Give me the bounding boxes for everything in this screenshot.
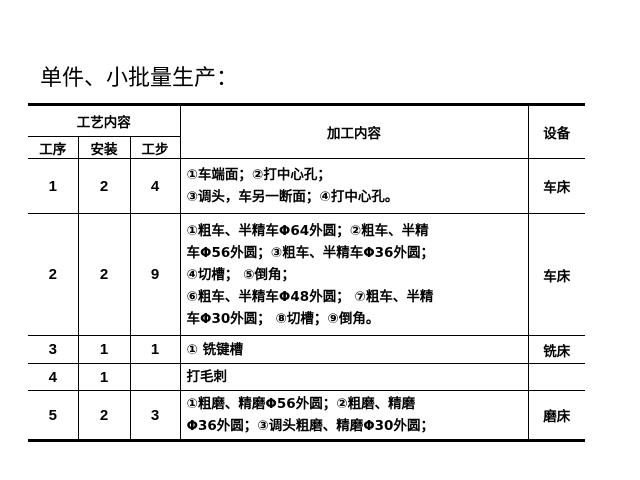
cell-equipment: 磨床	[527, 390, 585, 441]
cell-content: ①粗磨、精磨Φ56外圆；②粗磨、精磨 Φ36外圆；③调头粗磨、精磨Φ30外圆；	[179, 390, 529, 441]
page-title: 单件、小批量生产：	[40, 66, 239, 91]
cell-step: 3	[129, 390, 181, 441]
cell-step: 9	[129, 213, 181, 336]
content-line: 车Φ56外圆；③粗车、半精车Φ36外圆；	[186, 244, 434, 261]
content-line: ① 铣键槽	[186, 341, 244, 358]
cell-process: 3	[28, 335, 79, 364]
table-row: 2 2 9 ①粗车、半精车Φ64外圆；②粗车、半精 车Φ56外圆；③粗车、半精车Φ36外…	[28, 213, 585, 336]
cell-setup: 2	[77, 158, 131, 214]
content-line: ⑥粗车、半精车Φ48外圆； ⑦粗车、半精	[186, 288, 434, 305]
header-equipment: 设备	[527, 104, 585, 159]
content-line: 车Φ30外圆； ⑧切槽；⑨倒角。	[186, 310, 380, 327]
cell-setup: 1	[77, 335, 131, 364]
header-step: 工步	[129, 136, 180, 159]
cell-equipment: 车床	[527, 213, 585, 336]
cell-process: 2	[28, 213, 79, 336]
table-row: 4 1 打毛刺	[28, 363, 585, 391]
cell-step: 1	[129, 335, 181, 364]
header-setup: 安装	[77, 136, 131, 159]
cell-equipment	[527, 363, 585, 391]
cell-setup: 2	[77, 390, 131, 441]
cell-equipment: 车床	[527, 158, 585, 214]
content-line: ①车端面；②打中心孔；	[186, 167, 331, 183]
cell-equipment: 铣床	[527, 335, 585, 364]
cell-process: 5	[28, 390, 79, 441]
table-row: 5 2 3 ①粗磨、精磨Φ56外圆；②粗磨、精磨 Φ36外圆；③调头粗磨、精磨Φ30外圆…	[28, 390, 585, 441]
content-line: ①粗磨、精磨Φ56外圆；②粗磨、精磨	[186, 396, 416, 412]
cell-setup: 1	[77, 363, 131, 391]
cell-content: ① 铣键槽	[179, 335, 529, 364]
header-process: 工序	[28, 136, 79, 159]
content-line: 打毛刺	[186, 369, 228, 385]
cell-content: 打毛刺	[179, 363, 529, 391]
content-line: ③调头，车另一断面；④打中心孔。	[186, 189, 399, 205]
cell-step: 4	[129, 158, 181, 214]
cell-setup: 2	[77, 213, 131, 336]
header-machining-content: 加工内容	[179, 104, 529, 159]
cell-step	[129, 363, 181, 391]
content-line: ①粗车、半精车Φ64外圆；②粗车、半精	[186, 222, 429, 239]
process-table: 工艺内容 加工内容 设备 工序 安装 工步 1 2 4 ①车端面；②打中心孔； ③调头，…	[28, 103, 585, 442]
table-row: 1 2 4 ①车端面；②打中心孔； ③调头，车另一断面；④打中心孔。 车床	[28, 158, 585, 214]
header-process-content: 工艺内容	[28, 104, 181, 137]
cell-process: 1	[28, 158, 79, 214]
cell-content: ①粗车、半精车Φ64外圆；②粗车、半精 车Φ56外圆；③粗车、半精车Φ36外圆； ④…	[179, 213, 529, 336]
cell-content: ①车端面；②打中心孔； ③调头，车另一断面；④打中心孔。	[179, 158, 529, 214]
cell-process: 4	[28, 363, 79, 391]
content-line: ④切槽； ⑤倒角；	[186, 266, 296, 283]
content-line: Φ36外圆；③调头粗磨、精磨Φ30外圆；	[186, 418, 434, 434]
